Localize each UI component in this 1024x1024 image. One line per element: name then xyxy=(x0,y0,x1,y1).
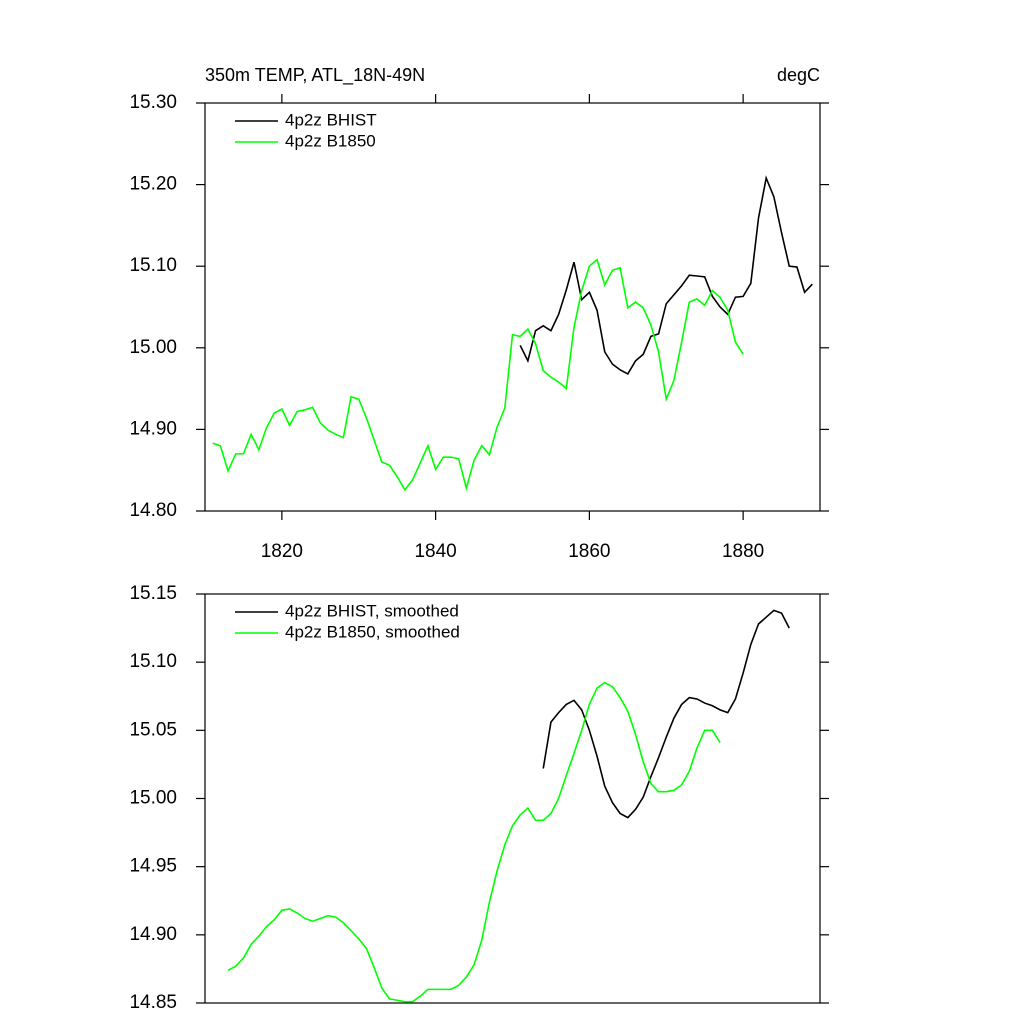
y-tick-label: 15.20 xyxy=(129,174,177,195)
x-tick-label: 1880 xyxy=(722,541,764,562)
x-tick-label: 1840 xyxy=(414,541,456,562)
y-tick-label: 14.90 xyxy=(129,418,177,439)
y-tick-label: 15.30 xyxy=(129,92,177,113)
y-tick-label: 14.85 xyxy=(129,992,177,1013)
series-line xyxy=(519,175,813,375)
y-tick-label: 14.95 xyxy=(129,856,177,877)
legend-label: 4p2z BHIST xyxy=(285,110,377,129)
units-label: degC xyxy=(777,65,820,85)
y-tick-label: 15.00 xyxy=(129,788,177,809)
legend-label: 4p2z B1850 xyxy=(285,131,376,150)
x-tick-label: 1820 xyxy=(261,541,303,562)
x-tick-label: 1860 xyxy=(568,541,610,562)
y-tick-label: 15.00 xyxy=(129,337,177,358)
legend-label: 4p2z B1850, smoothed xyxy=(285,622,460,641)
legend-label: 4p2z BHIST, smoothed xyxy=(285,601,459,620)
series-line xyxy=(542,609,790,819)
plot-frame xyxy=(204,102,821,512)
y-tick-label: 14.90 xyxy=(129,924,177,945)
y-tick-label: 15.15 xyxy=(129,583,177,604)
y-tick-label: 15.05 xyxy=(129,719,177,740)
y-tick-label: 15.10 xyxy=(129,255,177,276)
chart-title: 350m TEMP, ATL_18N-49N xyxy=(205,65,425,86)
y-tick-label: 14.80 xyxy=(129,500,177,521)
series-line xyxy=(227,681,721,1003)
y-tick-label: 15.10 xyxy=(129,651,177,672)
series-line xyxy=(212,258,744,492)
